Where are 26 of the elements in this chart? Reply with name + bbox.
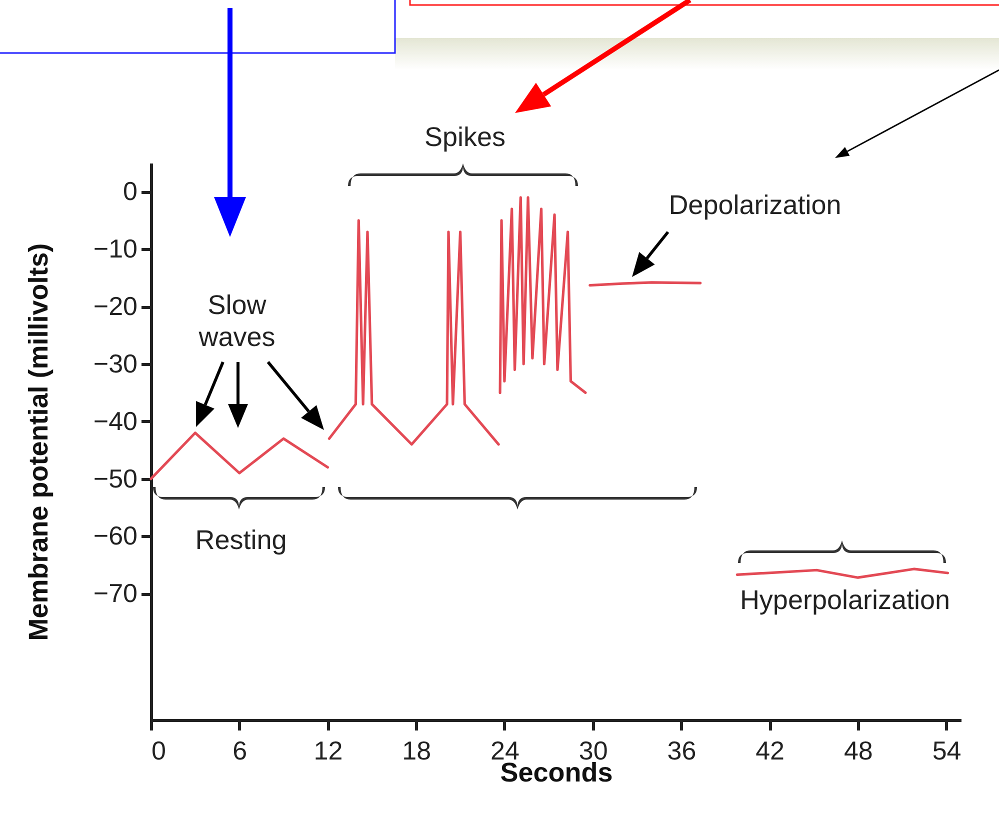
y-tick-label: −20 [93, 291, 138, 322]
y-tick-label: −70 [93, 578, 138, 608]
y-tick-label: −40 [93, 406, 138, 436]
line-series [328, 219, 500, 446]
x-tick-label: 36 [667, 736, 696, 766]
text: Spikes [424, 122, 506, 152]
annotation: Slow waves [198, 290, 276, 352]
x-tick-label: 12 [314, 736, 343, 766]
y-axis-title: Membrane potential (millivolts) [23, 243, 54, 641]
x-tick-label: 0 [152, 736, 166, 766]
x-tick-label: 6 [232, 736, 248, 766]
x-tick-label: 18 [402, 736, 432, 766]
y-tick-label: −50 [93, 463, 138, 494]
annotation: Resting [195, 525, 287, 555]
x-tick-label: 42 [756, 736, 785, 766]
line-series [498, 196, 587, 394]
line-series [736, 568, 950, 579]
x-tick-label: 48 [844, 736, 873, 766]
y-tick-label: 0 [123, 176, 138, 206]
x-tick-label: 54 [932, 736, 962, 766]
annotation: Hyperpolarization [740, 585, 950, 615]
y-tick-label: −30 [93, 348, 138, 378]
y-tick-label: −60 [93, 520, 138, 551]
annotation: Depolarization [668, 190, 842, 220]
line-series [150, 432, 330, 480]
y-tick-label: −10 [93, 234, 138, 264]
